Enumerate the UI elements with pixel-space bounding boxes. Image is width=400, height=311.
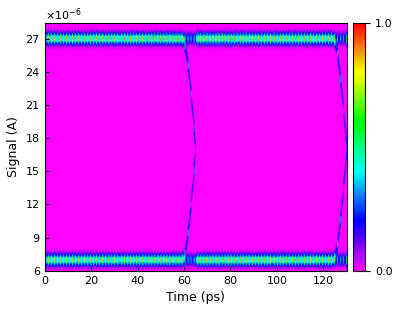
- X-axis label: Time (ps): Time (ps): [166, 291, 225, 304]
- Text: $\times10^{-6}$: $\times10^{-6}$: [45, 7, 81, 23]
- Y-axis label: Signal (A): Signal (A): [7, 116, 20, 177]
